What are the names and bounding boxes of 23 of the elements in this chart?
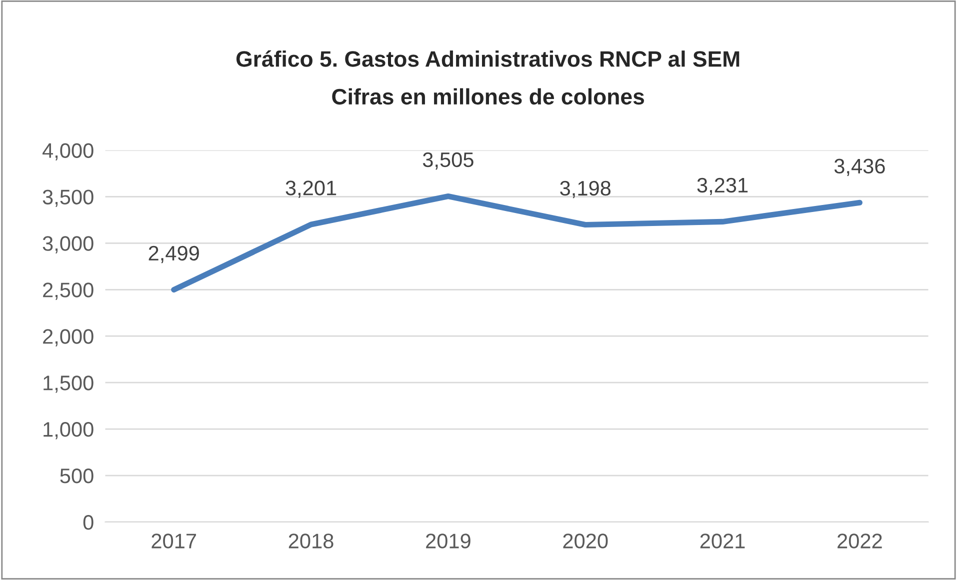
y-tick-label: 0 [83,515,94,530]
y-tick-label: 500 [60,468,94,484]
y-tick-label: 3,500 [42,190,94,207]
data-label: 3,198 [560,180,611,198]
x-tick-label: 2019 [426,534,470,548]
y-tick-label: 2,500 [43,282,94,300]
x-tick-label: 2017 [152,534,196,548]
chart-subtitle: Cifras en millones de colones [332,88,644,105]
data-label: 3,231 [697,178,748,196]
y-tick-label: 2,000 [43,329,94,346]
y-tick-label: 1,500 [44,376,94,393]
y-tick-label: 1,000 [44,422,94,440]
data-label: 2,499 [148,246,199,264]
x-tick-label: 2018 [288,534,334,548]
data-label: 3,201 [286,180,336,198]
y-tick-label: 3,000 [42,236,94,254]
x-tick-label: 2021 [700,534,745,548]
chart-title: Gráfico 5. Gastos Administrativos RNCP al SEM [236,50,740,67]
data-label: 3,436 [834,158,885,176]
y-tick-label: 4,000 [42,143,94,160]
x-tick-label: 2020 [563,534,608,548]
x-tick-label: 2022 [838,534,882,548]
data-label: 3,505 [422,152,474,170]
